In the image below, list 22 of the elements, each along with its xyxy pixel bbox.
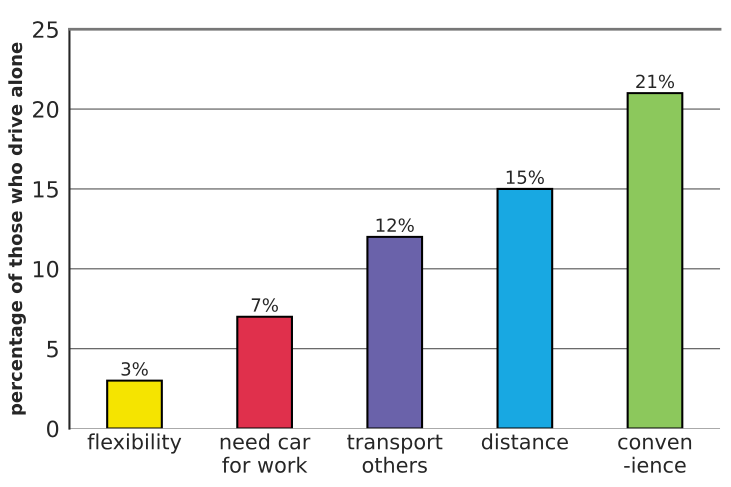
x-tick-label: need car for work [220, 433, 310, 473]
x-tick-label: conven -ience [618, 438, 692, 473]
data-label: 7% [252, 298, 278, 312]
x-tick-label: distance [482, 433, 568, 450]
data-label: 21% [636, 74, 674, 88]
y-tick-label: 15 [34, 181, 58, 198]
y-axis-title: percentage of those who drive alone [8, 42, 26, 415]
y-tick-label: 20 [33, 101, 58, 118]
x-tick-label: transport others [347, 434, 442, 473]
data-label: 12% [376, 218, 414, 232]
x-tick-label: flexibility [88, 433, 182, 454]
data-label: 3% [122, 362, 148, 376]
y-tick-label: 0 [47, 420, 58, 438]
bar [366, 236, 424, 429]
data-label: 15% [506, 170, 544, 184]
y-tick-label: 10 [34, 260, 58, 278]
bar [626, 92, 684, 429]
y-tick-label: 5 [47, 340, 58, 358]
bar [496, 188, 554, 429]
bar [236, 316, 293, 429]
y-tick-label: 25 [33, 21, 58, 38]
bar [106, 380, 163, 429]
